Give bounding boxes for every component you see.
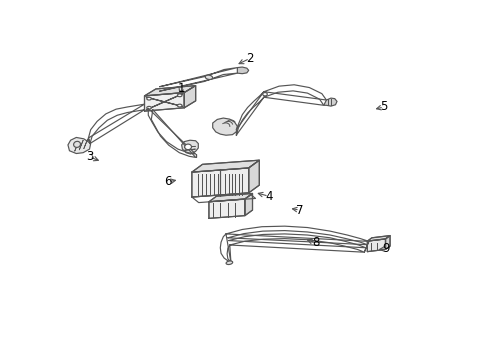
Polygon shape	[366, 235, 389, 241]
Ellipse shape	[184, 144, 191, 150]
Polygon shape	[385, 235, 389, 249]
Ellipse shape	[146, 97, 151, 100]
Ellipse shape	[205, 75, 212, 80]
Text: 7: 7	[296, 203, 303, 217]
Text: 2: 2	[245, 52, 253, 65]
Polygon shape	[248, 160, 259, 193]
Text: 8: 8	[311, 236, 319, 249]
Text: 4: 4	[264, 190, 272, 203]
Ellipse shape	[74, 141, 81, 147]
Text: 3: 3	[86, 150, 93, 163]
Ellipse shape	[146, 107, 151, 109]
Text: 9: 9	[382, 242, 389, 255]
Polygon shape	[144, 93, 184, 111]
Polygon shape	[208, 199, 244, 219]
Polygon shape	[191, 160, 259, 172]
Ellipse shape	[262, 93, 267, 96]
Polygon shape	[212, 118, 237, 135]
Text: 5: 5	[380, 100, 387, 113]
Text: 6: 6	[164, 175, 171, 188]
Polygon shape	[144, 86, 195, 96]
Ellipse shape	[225, 261, 232, 265]
Text: 1: 1	[178, 82, 185, 95]
Polygon shape	[366, 239, 385, 252]
Polygon shape	[237, 67, 248, 74]
Polygon shape	[244, 193, 252, 216]
Ellipse shape	[177, 94, 182, 97]
Polygon shape	[68, 138, 90, 153]
Polygon shape	[184, 86, 195, 108]
Polygon shape	[208, 193, 252, 202]
Polygon shape	[181, 140, 198, 154]
Ellipse shape	[177, 104, 182, 107]
Polygon shape	[191, 168, 248, 197]
Polygon shape	[323, 98, 336, 106]
